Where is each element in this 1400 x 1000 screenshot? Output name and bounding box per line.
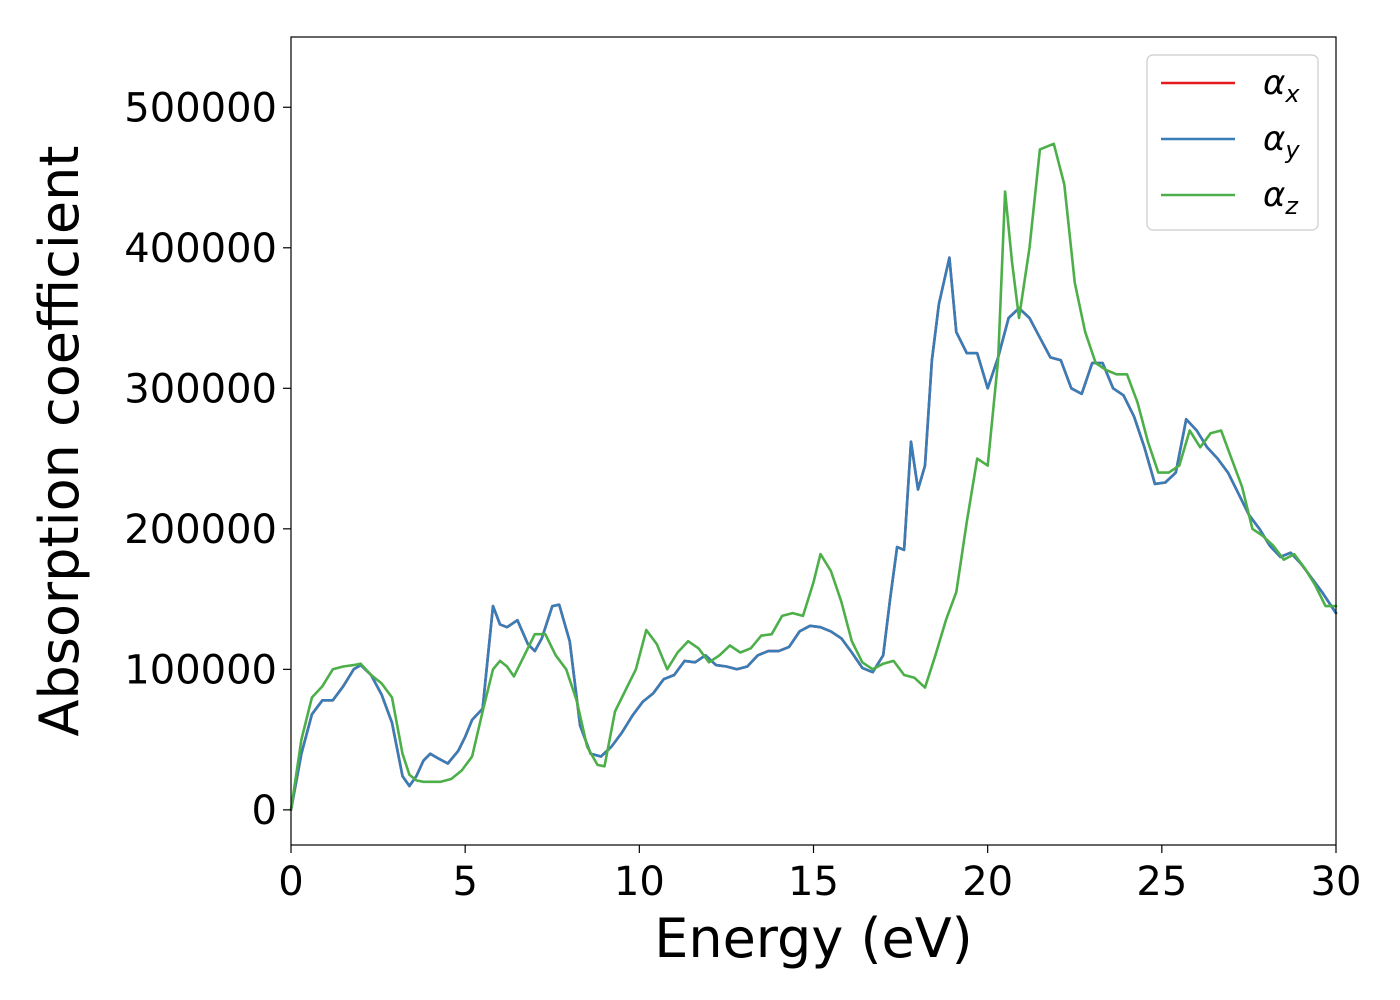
legend-label-alpha-x: αx [1263, 63, 1300, 108]
y-tick-label: 400000 [124, 226, 277, 272]
legend-label-alpha-z: αz [1263, 175, 1299, 220]
x-tick-label: 0 [278, 859, 303, 905]
series-line-alpha-y [289, 256, 1338, 812]
y-axis-ticks: 0 100000 200000 300000 400000 500000 [124, 85, 291, 834]
plot-lines [289, 142, 1338, 812]
y-tick-label: 200000 [124, 507, 277, 553]
y-tick-label: 500000 [124, 85, 277, 131]
x-axis-ticks: 0 5 10 15 20 25 30 [278, 845, 1361, 905]
legend-box [1146, 54, 1319, 231]
x-axis-label: Energy (eV) [654, 907, 973, 970]
y-tick-label: 100000 [124, 647, 277, 693]
series-line-alpha-x [289, 256, 1338, 812]
x-tick-label: 25 [1136, 859, 1187, 905]
x-tick-label: 20 [962, 859, 1013, 905]
legend: αx αy αz [1146, 54, 1319, 231]
y-tick-label: 0 [252, 788, 277, 834]
legend-label-alpha-y: αy [1263, 119, 1300, 164]
x-tick-label: 15 [788, 859, 839, 905]
x-tick-label: 5 [452, 859, 477, 905]
y-tick-label: 300000 [124, 366, 277, 412]
series-line-alpha-z [289, 142, 1338, 812]
x-tick-label: 10 [614, 859, 665, 905]
x-tick-label: 30 [1311, 859, 1362, 905]
y-axis-label: Absorption coefficient [28, 146, 91, 737]
